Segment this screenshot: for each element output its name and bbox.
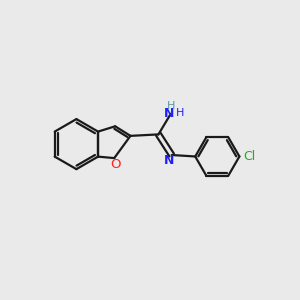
Text: Cl: Cl [243,150,255,163]
Text: O: O [110,158,121,171]
Text: N: N [164,154,174,167]
Text: H: H [167,100,175,110]
Text: N: N [164,107,174,120]
Text: H: H [176,108,184,118]
